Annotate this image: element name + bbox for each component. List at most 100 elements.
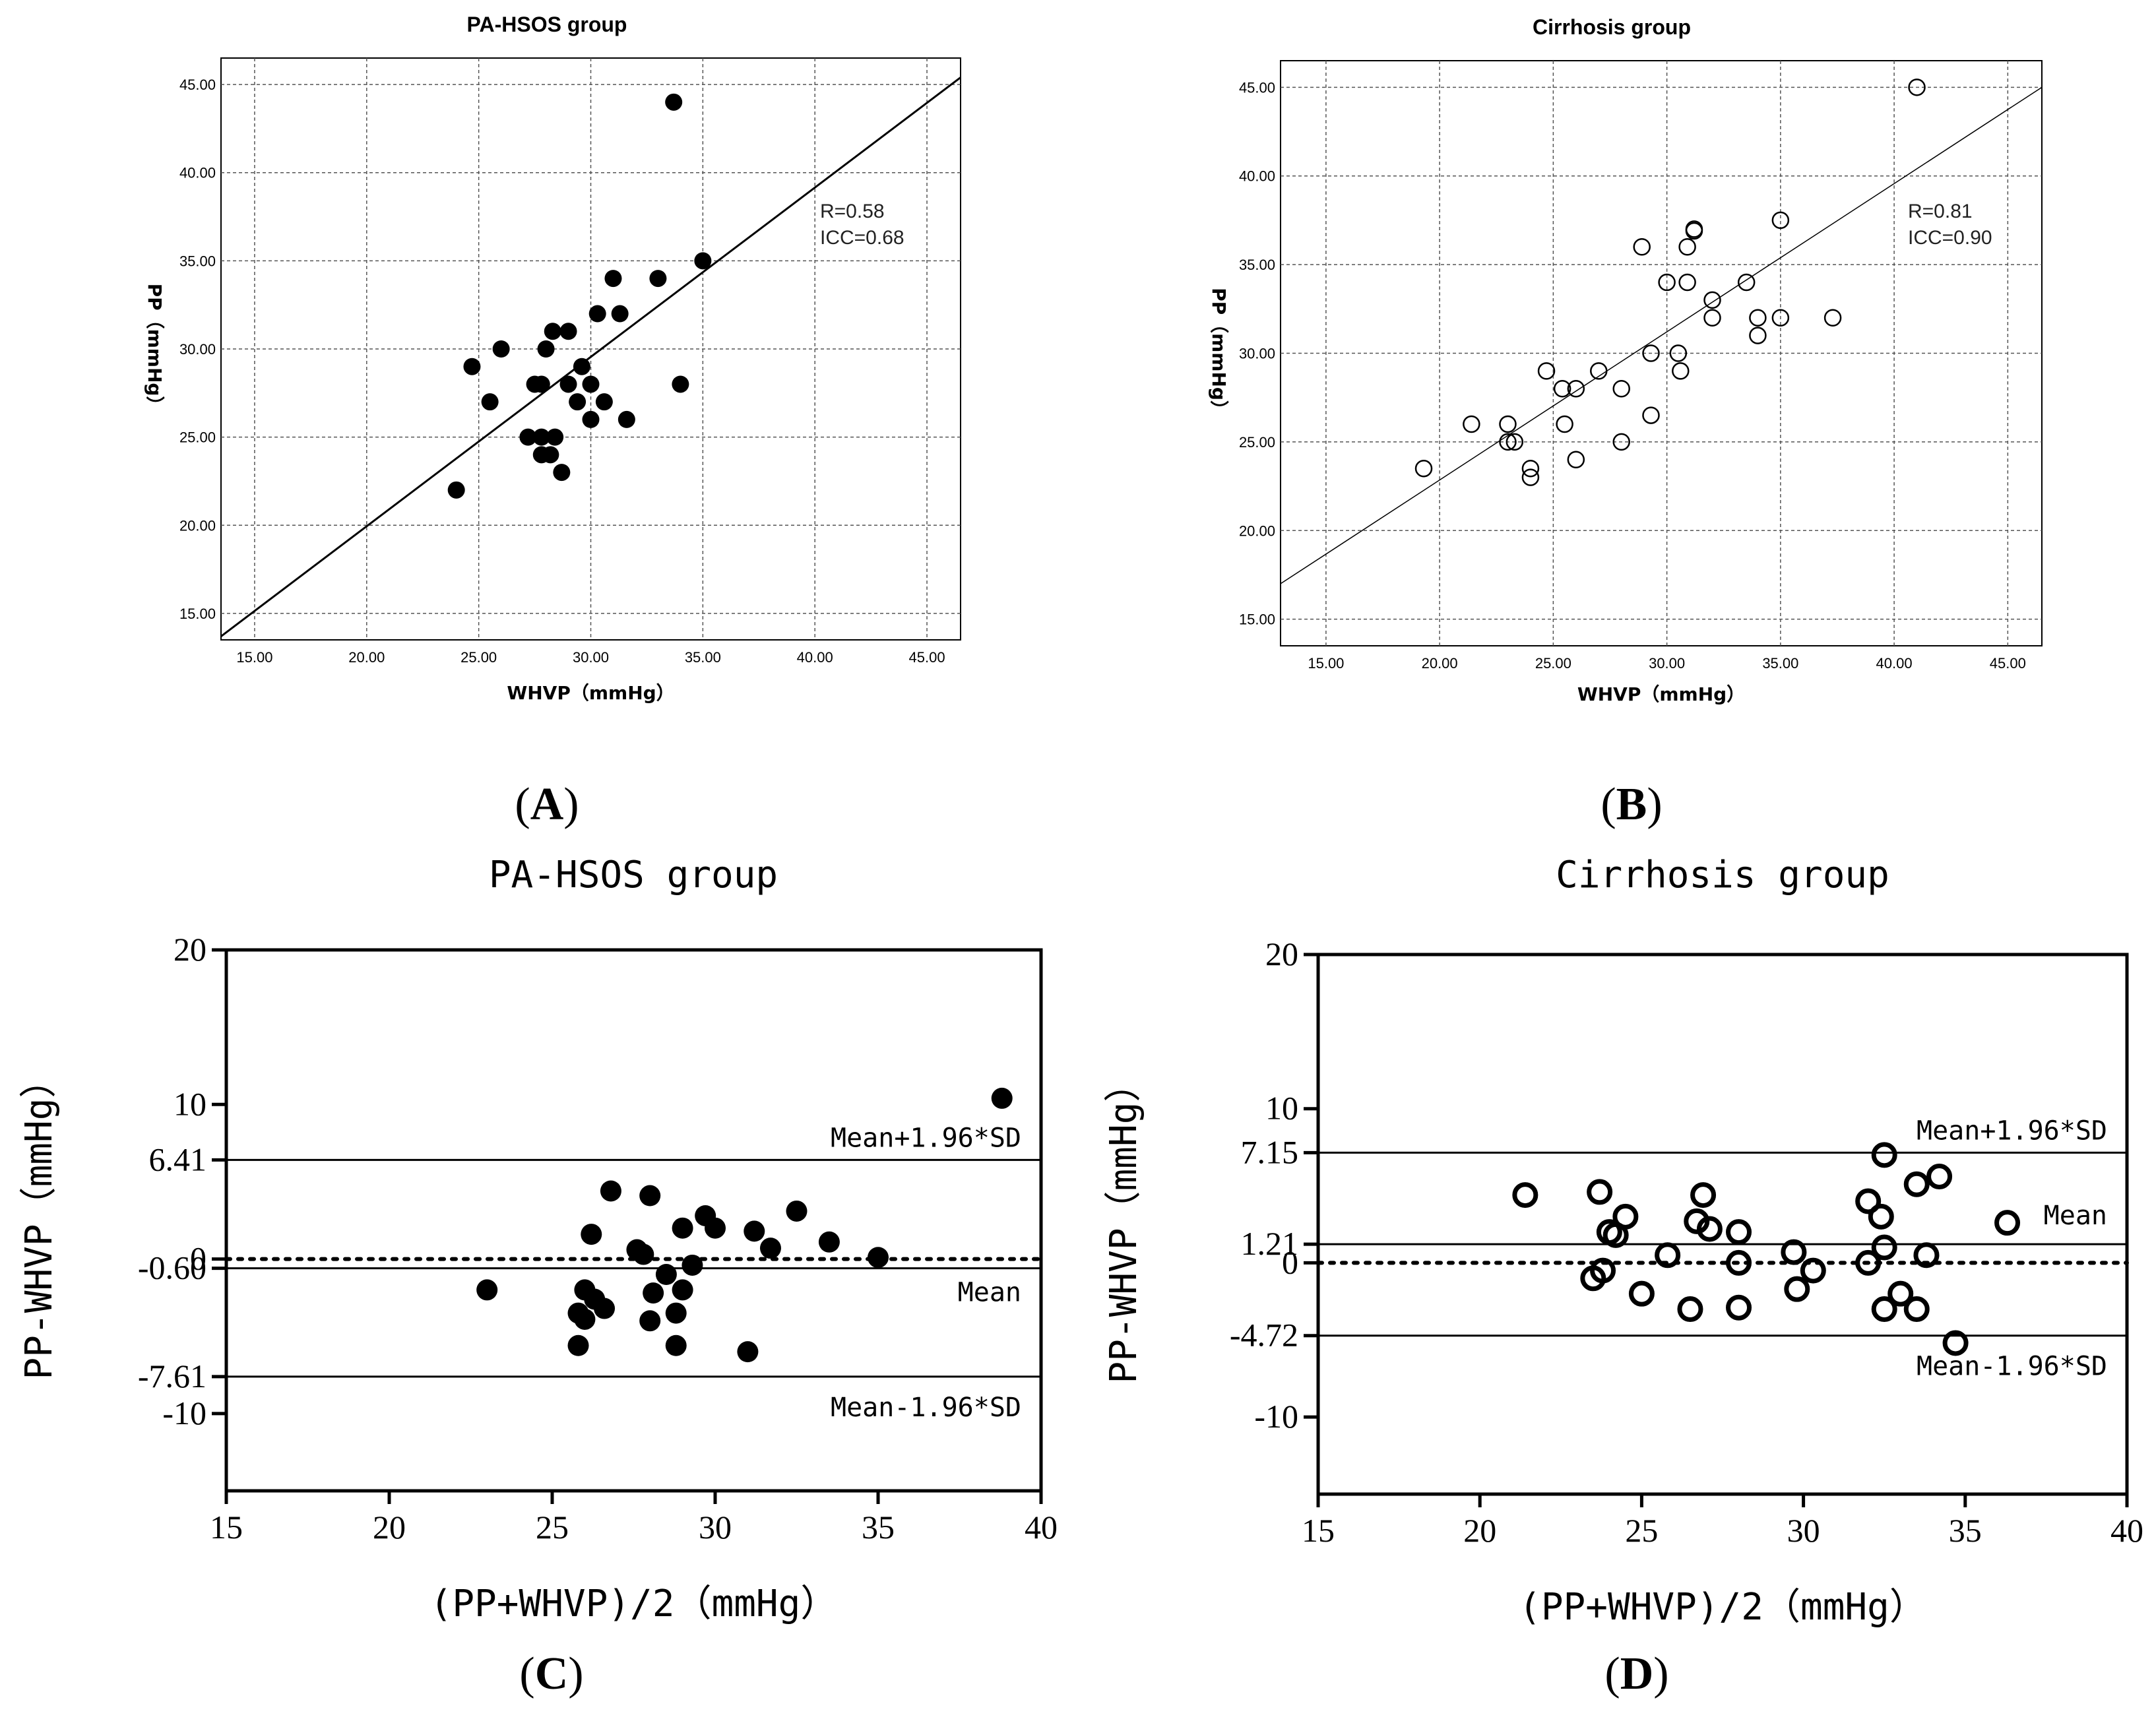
data-point [643, 1282, 664, 1304]
data-point [447, 481, 465, 499]
y-tick-label: 15.00 [1239, 612, 1275, 628]
y-tick-label: 6.41 [149, 1141, 207, 1177]
data-point [1612, 433, 1630, 451]
regression-line [1280, 86, 2043, 584]
data-point [737, 1341, 759, 1363]
x-tick-label: 35.00 [1762, 655, 1798, 672]
x-tick-label: 40 [1025, 1509, 1058, 1546]
data-point [1690, 1182, 1717, 1208]
plot-frame [1316, 953, 2129, 1496]
data-point [1703, 291, 1721, 309]
x-tick-label: 25.00 [1535, 655, 1571, 672]
panel-letter: (A) [515, 779, 579, 830]
data-point [639, 1185, 661, 1207]
y-tick-label: 40.00 [1239, 168, 1275, 185]
data-point [1749, 309, 1767, 327]
data-point [537, 340, 555, 358]
data-point [1823, 309, 1842, 327]
stat-annotation: ICC=0.68 [820, 227, 904, 249]
y-tick-label: 0 [190, 1240, 206, 1277]
data-point [1553, 380, 1571, 398]
y-tick-label: 1.21 [1241, 1225, 1299, 1262]
stat-annotation: R=0.58 [820, 201, 885, 222]
data-point [1567, 380, 1585, 398]
x-tick-label: 15.00 [1308, 655, 1344, 672]
data-point [649, 270, 667, 288]
regression-line [220, 77, 961, 637]
y-tick-label: 7.15 [1241, 1133, 1299, 1170]
y-tick-label: 25.00 [179, 429, 216, 446]
data-point [1669, 344, 1688, 362]
x-tick-label: 40 [2110, 1512, 2143, 1549]
y-tick-label: 30.00 [1239, 346, 1275, 362]
data-point [1726, 1219, 1752, 1245]
x-tick-label: 30.00 [573, 649, 609, 666]
data-point [1887, 1280, 1914, 1307]
data-point [532, 375, 550, 393]
data-point [1499, 433, 1517, 451]
data-point [519, 428, 537, 446]
data-point [1521, 459, 1540, 478]
stat-annotation: ICC=0.90 [1908, 227, 1992, 249]
data-point [546, 428, 564, 446]
y-axis-label: PP（mmHg） [144, 284, 166, 415]
y-tick-label: 15.00 [179, 606, 216, 622]
y-tick-label: 10 [174, 1085, 206, 1122]
data-point [1678, 237, 1696, 256]
data-point [1655, 1242, 1681, 1269]
data-point [1903, 1171, 1930, 1197]
y-tick-label: 40.00 [179, 165, 216, 181]
data-point [1633, 237, 1651, 256]
x-tick-label: 35 [862, 1509, 895, 1546]
panel-d: Cirrhosis group 15 20 25 30 35 40 20 10 7.15 1.210… [1102, 854, 2143, 1699]
x-tick-label: 35.00 [685, 649, 721, 666]
data-point [1612, 380, 1630, 398]
data-point [1414, 459, 1433, 478]
data-point [759, 1238, 781, 1259]
data-point [1800, 1257, 1826, 1284]
data-point [1537, 362, 1556, 380]
x-tick-label: 20 [373, 1509, 406, 1546]
data-point [1499, 415, 1517, 433]
reference-line-label: Mean-1.96*SD [1917, 1352, 2107, 1382]
data-point [1855, 1249, 1882, 1276]
data-point [1726, 1249, 1752, 1276]
data-point [594, 1298, 616, 1319]
x-tick-label: 20.00 [348, 649, 385, 666]
data-point [581, 1224, 602, 1245]
data-point [868, 1247, 889, 1269]
data-point [665, 93, 683, 111]
reference-line-label: Mean+1.96*SD [1917, 1115, 2107, 1146]
chart-title: PA-HSOS group [489, 854, 778, 896]
data-point [582, 410, 600, 428]
x-axis-label: WHVP（mmHg） [507, 682, 674, 704]
y-tick-label: -10 [1254, 1398, 1298, 1435]
data-point [1994, 1210, 2021, 1236]
data-point [1685, 222, 1703, 240]
chart-title: Cirrhosis group [1556, 854, 1889, 896]
data-point [1868, 1203, 1894, 1230]
data-point [618, 410, 635, 428]
y-tick-label: 35.00 [1239, 257, 1275, 273]
y-tick-label: 10 [1265, 1090, 1298, 1127]
data-point [588, 305, 606, 323]
data-point [1781, 1239, 1807, 1265]
y-tick-label: -0.60 [138, 1249, 206, 1286]
data-point [1521, 468, 1540, 486]
data-point [1590, 1257, 1616, 1284]
x-tick-label: 30 [699, 1509, 732, 1546]
data-point [1556, 415, 1573, 433]
x-tick-label: 15 [1302, 1512, 1335, 1549]
data-point [532, 428, 550, 446]
data-point [1871, 1234, 1897, 1261]
y-tick-label: 45.00 [179, 77, 216, 93]
x-tick-label: 25 [536, 1509, 569, 1546]
x-tick-label: 45.00 [1990, 655, 2026, 672]
data-point [1855, 1188, 1882, 1214]
x-axis-label: WHVP（mmHg） [1577, 683, 1745, 705]
data-point [595, 393, 613, 411]
y-tick-label: -7.61 [138, 1358, 206, 1395]
data-point [705, 1217, 726, 1239]
x-tick-label: 30 [1787, 1512, 1820, 1549]
